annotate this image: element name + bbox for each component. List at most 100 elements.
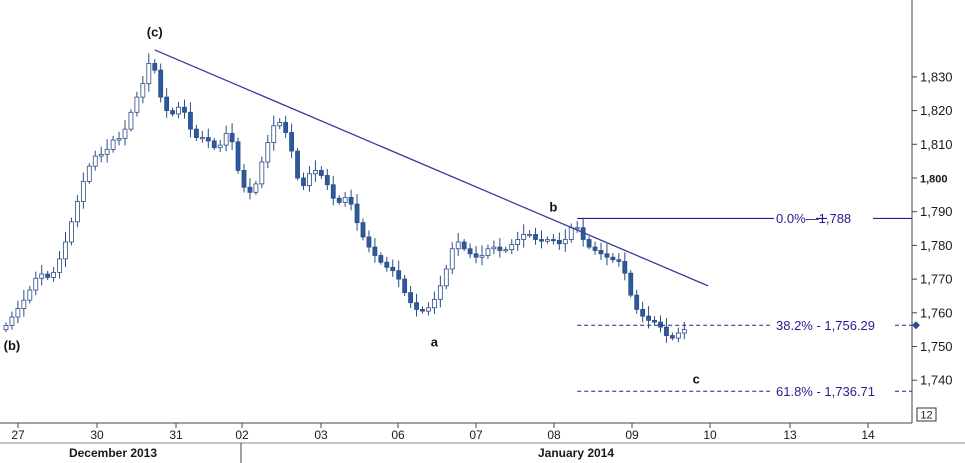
candle-body xyxy=(295,150,300,179)
candle-body xyxy=(509,244,515,251)
candle-body xyxy=(610,256,616,261)
x-tick-label: 02 xyxy=(235,428,249,442)
time-axis[interactable]: 27 30 31 02 03 06 07 08 09 10 13 14 xyxy=(11,423,875,442)
y-tick-label: 1,790 xyxy=(920,204,953,219)
fib-level: 61.8% - 1,736.71 xyxy=(577,384,912,399)
fib-level: 0.0%—1,788 xyxy=(577,211,912,226)
candle-body xyxy=(33,277,39,291)
candle-body xyxy=(211,140,217,149)
y-tick-label: 1,740 xyxy=(920,373,953,388)
candle-body xyxy=(152,63,158,71)
x-tick-label: 08 xyxy=(547,428,561,442)
candle-body xyxy=(229,132,235,143)
wave-label: b xyxy=(549,200,557,215)
candle-body xyxy=(503,249,509,252)
y-tick-label: 1,770 xyxy=(920,272,953,287)
y-tick-label: 1,810 xyxy=(920,137,953,152)
candle-body xyxy=(497,246,503,251)
candle-body xyxy=(396,270,402,280)
candle-body xyxy=(420,309,425,312)
candle-body xyxy=(545,239,550,242)
x-tick-label: 13 xyxy=(783,428,797,442)
candle-body xyxy=(75,201,80,223)
candle-body xyxy=(164,96,170,112)
candle-body xyxy=(15,308,21,318)
candle-body xyxy=(277,121,283,127)
candle-body xyxy=(21,299,27,309)
x-tick-label: 09 xyxy=(625,428,639,442)
candle-body xyxy=(586,239,592,248)
candle-body xyxy=(533,234,538,240)
candle-body xyxy=(426,307,431,312)
y-tick-label: 1,780 xyxy=(920,238,953,253)
candle-body xyxy=(485,248,491,256)
x-tick-label: 03 xyxy=(314,428,328,442)
month-label-january: January 2014 xyxy=(538,446,614,460)
candle-body xyxy=(348,196,354,205)
candle-body xyxy=(366,236,372,248)
wave-label: c xyxy=(693,372,700,387)
candle-body xyxy=(354,203,360,224)
candle-body xyxy=(271,125,277,144)
candle-body xyxy=(92,155,98,167)
y-tick-label: 1,820 xyxy=(920,103,953,118)
candle-body xyxy=(158,69,164,98)
candle-body xyxy=(664,326,669,336)
candle-body xyxy=(491,246,497,250)
candle-body xyxy=(336,197,342,203)
candle-body xyxy=(461,241,467,250)
candle-body xyxy=(188,111,193,130)
candle-body xyxy=(140,83,146,98)
candle-body xyxy=(551,239,556,242)
x-tick-label: 07 xyxy=(469,428,483,442)
candle-body xyxy=(408,292,414,304)
wave-label: (c) xyxy=(147,24,163,39)
candle-body xyxy=(51,271,56,278)
candle-body xyxy=(9,316,15,326)
candle-body xyxy=(628,272,634,296)
candle-body xyxy=(479,255,485,258)
candle-body xyxy=(98,154,104,157)
resistance-trendline xyxy=(154,49,709,287)
month-label-december: December 2013 xyxy=(69,446,157,460)
candle-body xyxy=(449,248,455,270)
candle-body xyxy=(128,111,134,130)
candle-body xyxy=(57,258,62,273)
x-tick-label: 06 xyxy=(391,428,405,442)
candle-body xyxy=(253,183,259,193)
x-tick-label: 30 xyxy=(90,428,104,442)
candle-body xyxy=(199,137,205,140)
current-price-marker xyxy=(912,321,920,330)
candle-body xyxy=(223,132,229,146)
candle-body xyxy=(437,285,443,300)
fib-label: 38.2% - 1,756.29 xyxy=(776,318,875,333)
candle-body xyxy=(110,139,116,150)
candle-body xyxy=(217,144,223,149)
fib-level: 38.2% - 1,756.29 xyxy=(577,318,912,333)
candle-body xyxy=(443,268,449,287)
x-tick-label: 31 xyxy=(169,428,183,442)
candle-body xyxy=(301,177,306,186)
candle-body xyxy=(307,173,312,186)
candle-body xyxy=(521,234,527,240)
candle-body xyxy=(598,250,604,255)
candle-body xyxy=(574,227,580,230)
price-axis[interactable]: 1,740 1,750 1,760 1,770 1,780 1,790 1,800 1,810… xyxy=(912,69,953,388)
wave-labels: (c) (b) a b c xyxy=(4,24,700,386)
candle-body xyxy=(330,184,336,199)
x-tick-label: 14 xyxy=(861,428,875,442)
candle-body xyxy=(556,239,562,245)
candle-body xyxy=(116,138,122,141)
candle-body xyxy=(360,222,366,238)
candle-body xyxy=(675,332,681,339)
candle-body xyxy=(265,142,271,163)
candle-body xyxy=(182,106,187,113)
candle-body xyxy=(80,180,86,202)
candle-body xyxy=(384,261,390,268)
x-tick-label: 10 xyxy=(703,428,717,442)
candle-series xyxy=(3,53,687,343)
y-tick-label: 1,830 xyxy=(920,69,953,84)
candle-body xyxy=(259,161,265,185)
candle-body xyxy=(515,239,521,245)
candle-body xyxy=(681,329,687,334)
